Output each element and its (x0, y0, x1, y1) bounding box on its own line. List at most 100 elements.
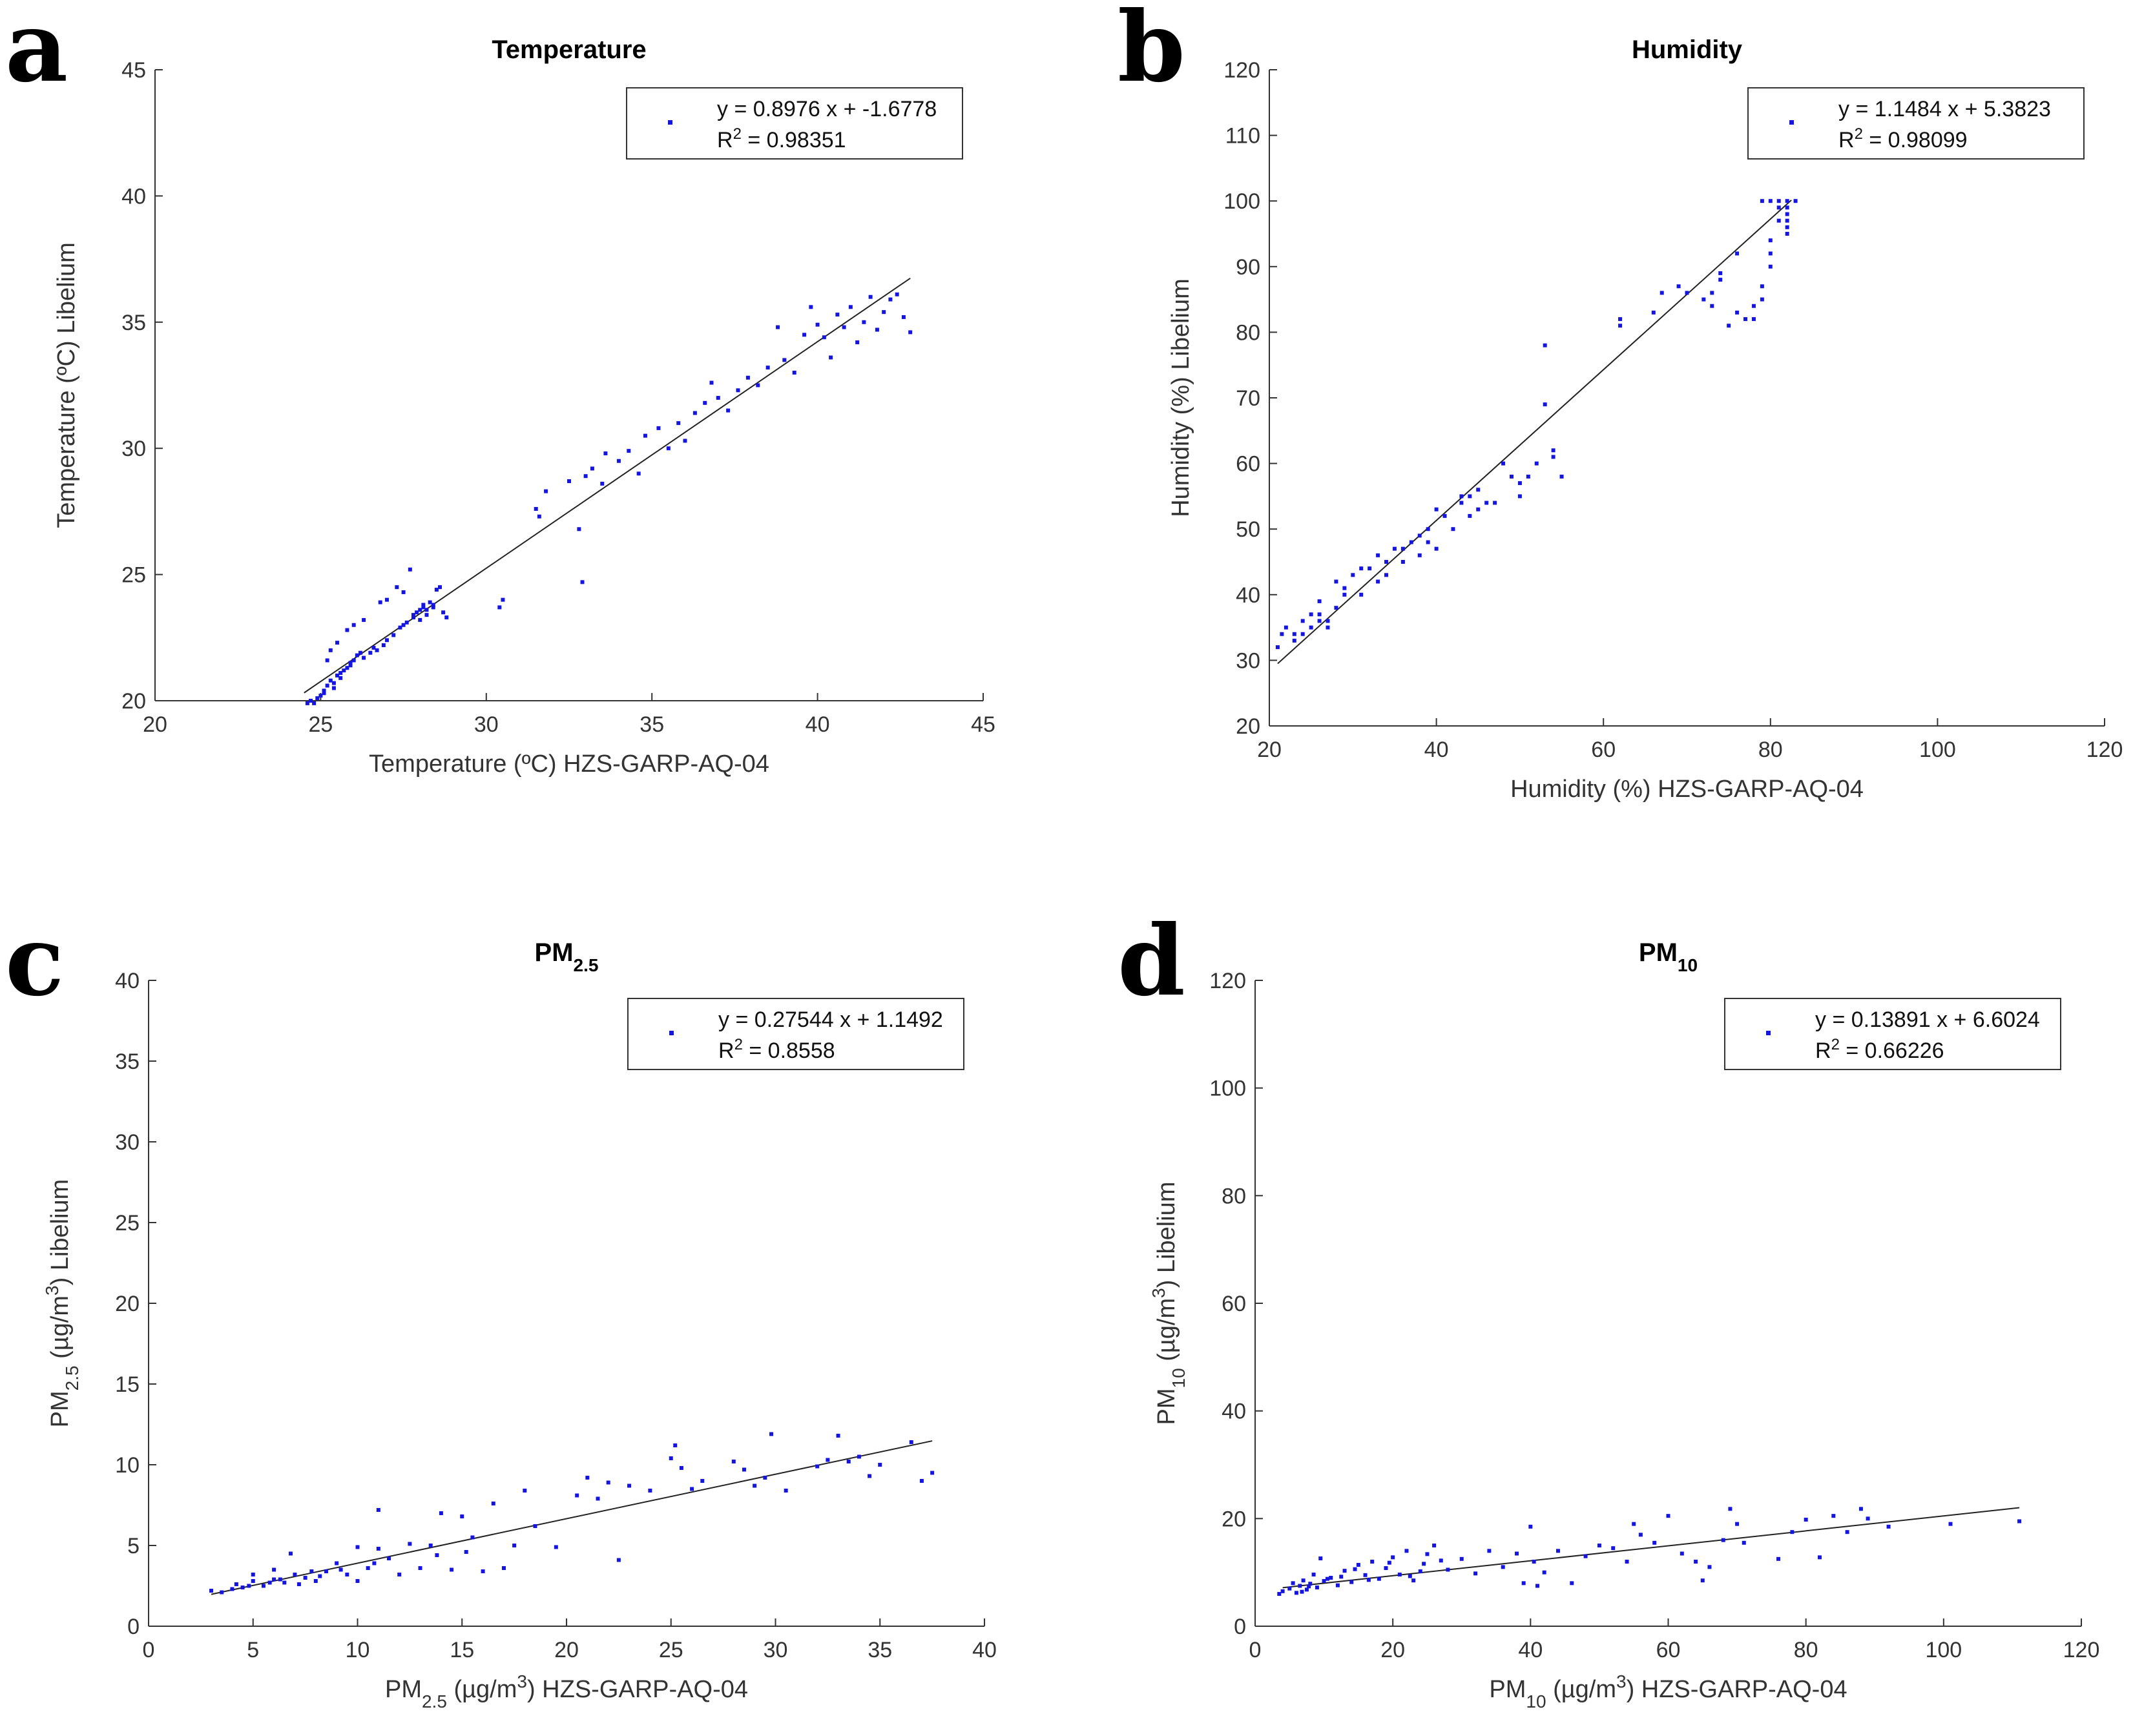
data-point (616, 459, 621, 463)
data-point (234, 1582, 238, 1586)
data-point (1790, 1530, 1795, 1534)
data-point (1532, 1560, 1536, 1564)
data-point (384, 638, 389, 643)
data-point (355, 1579, 360, 1583)
data-point (1776, 199, 1781, 203)
data-point (1551, 455, 1556, 459)
data-point (1291, 1581, 1295, 1586)
x-tick-label: 35 (640, 712, 664, 737)
data-point (355, 1545, 360, 1549)
chart-title: PM2.5 (535, 938, 599, 975)
y-tick-label: 80 (1222, 1184, 1246, 1208)
data-point (683, 439, 687, 443)
chart-title: PM10 (1639, 938, 1698, 975)
data-point (1391, 1555, 1395, 1560)
data-point (464, 1550, 468, 1554)
data-point (1597, 1544, 1601, 1547)
data-point (411, 615, 415, 620)
y-tick-label: 30 (1236, 648, 1260, 673)
data-point (1785, 225, 1789, 229)
data-point (1509, 474, 1514, 479)
data-point (809, 305, 813, 309)
data-point (1701, 297, 1706, 302)
data-point (1793, 199, 1798, 203)
y-tick-label: 0 (127, 1615, 140, 1639)
data-point (756, 383, 760, 388)
data-point (1377, 1576, 1381, 1581)
data-point (1652, 1540, 1657, 1545)
data-point (331, 686, 336, 690)
legend-r-squared: R2 = 0.8558 (718, 1036, 835, 1064)
data-point (1728, 1507, 1732, 1511)
data-point (835, 313, 840, 317)
data-point (1785, 199, 1789, 203)
data-point (313, 1579, 318, 1583)
chart-title: Temperature (492, 36, 646, 64)
data-point (1845, 1530, 1849, 1534)
data-point (857, 1454, 861, 1459)
data-point (1301, 1578, 1306, 1583)
data-point (1735, 251, 1740, 256)
data-point (497, 605, 502, 610)
data-point (888, 297, 893, 302)
data-point (1370, 1560, 1375, 1564)
x-axis-label: PM10 (µg/m3) HZS-GARP-AQ-04 (1489, 1671, 1847, 1711)
legend-r-squared: R2 = 0.98351 (717, 125, 846, 153)
legend-box (626, 87, 963, 160)
data-point (636, 471, 641, 476)
data-point (842, 325, 846, 329)
data-point (1476, 507, 1481, 512)
legend-box (1747, 87, 2085, 160)
data-point (408, 1542, 412, 1546)
y-tick-label: 40 (1236, 583, 1260, 608)
data-point (700, 1479, 705, 1483)
data-point (544, 489, 548, 493)
data-point (1309, 612, 1313, 617)
data-point (1785, 218, 1789, 223)
data-point (470, 1535, 475, 1540)
data-point (1468, 494, 1472, 499)
data-point (1718, 271, 1723, 275)
data-point (318, 694, 323, 698)
data-point (1392, 546, 1397, 551)
data-point (577, 527, 581, 532)
data-point (434, 588, 439, 592)
data-point (1768, 199, 1773, 203)
data-point (523, 1489, 527, 1493)
data-point (501, 597, 505, 602)
x-tick-label: 40 (806, 712, 830, 737)
data-point (1528, 1524, 1533, 1529)
y-tick-label: 60 (1236, 452, 1260, 477)
data-point (267, 1580, 272, 1585)
data-point (1334, 606, 1338, 610)
data-point (1618, 317, 1623, 322)
data-point (1275, 645, 1280, 650)
data-point (1680, 1551, 1684, 1556)
data-point (776, 325, 780, 329)
data-point (533, 1524, 537, 1528)
data-point (567, 479, 571, 484)
data-point (627, 449, 631, 453)
x-tick-label: 100 (1925, 1638, 1962, 1662)
data-point (736, 388, 740, 393)
data-point (338, 671, 343, 676)
fit-line (304, 277, 911, 694)
data-point (1446, 1567, 1450, 1572)
x-tick-label: 5 (247, 1638, 259, 1662)
data-point (1707, 1565, 1712, 1569)
data-point (1727, 324, 1731, 328)
x-tick-label: 0 (143, 1638, 155, 1662)
data-point (1417, 553, 1422, 557)
data-point (656, 426, 661, 430)
data-point (1632, 1522, 1636, 1526)
data-point (401, 590, 406, 594)
y-tick-label: 50 (1236, 517, 1260, 542)
data-point (709, 380, 714, 385)
panel-a: a Temperature 20 25 30 35 40 45 20 25 30 35 40 45 Temp… (5, 0, 995, 778)
data-point (501, 1566, 506, 1570)
data-point (366, 1566, 370, 1570)
data-point (351, 658, 356, 663)
y-tick-label: 70 (1236, 386, 1260, 411)
legend-box (1724, 998, 2061, 1070)
data-point (1326, 619, 1330, 623)
